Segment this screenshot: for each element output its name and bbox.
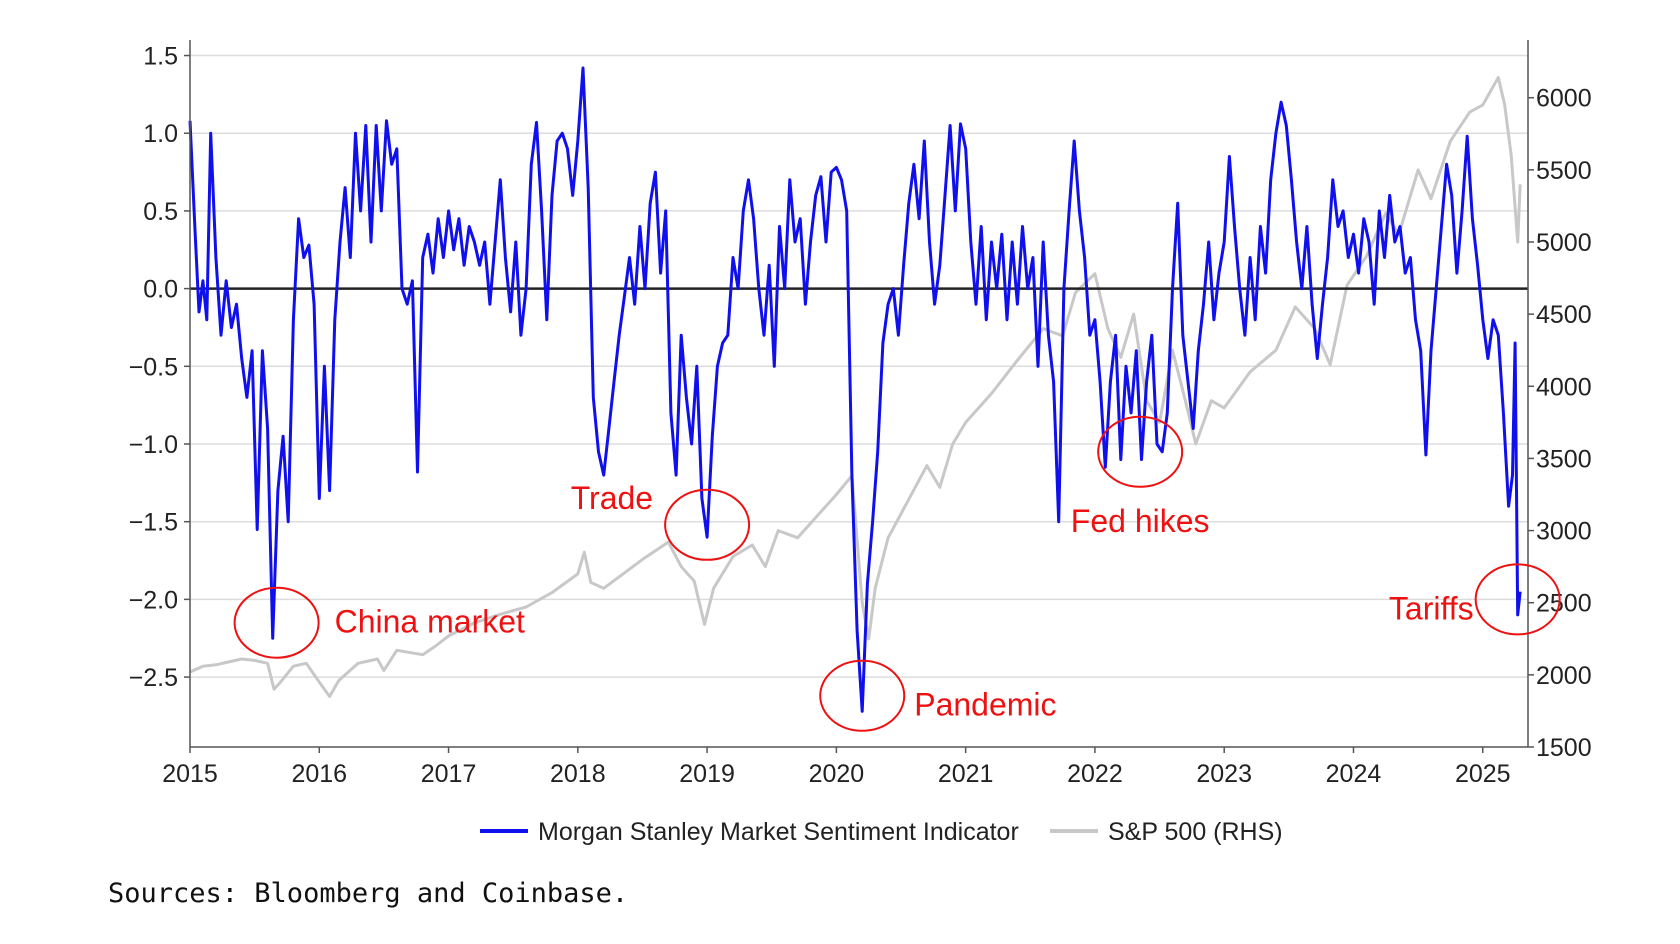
annotations: China market Trade Pandemic Fed hikes Tariff… xyxy=(233,415,1561,732)
y-left-tick-label: −0.5 xyxy=(129,353,178,381)
y-right-tick-label: 6000 xyxy=(1536,85,1592,113)
y-left-tick-label: −2.5 xyxy=(129,664,178,692)
y-right-tick-label: 2500 xyxy=(1536,590,1592,618)
annotation-circle xyxy=(233,586,320,659)
y-right-tick-label: 4500 xyxy=(1536,301,1592,329)
legend-label-sp500: S&P 500 (RHS) xyxy=(1108,818,1283,846)
y-right-tick-label: 4000 xyxy=(1536,373,1592,401)
annotation-circle xyxy=(1097,415,1184,488)
y-right-tick-label: 5500 xyxy=(1536,157,1592,185)
annotation-label: Pandemic xyxy=(914,687,1056,723)
y-right-tick-label: 3000 xyxy=(1536,518,1592,546)
annotation-label: Trade xyxy=(571,480,653,516)
y-axis-right-ticks: 6000 5500 5000 4500 4000 3500 3000 2500 2000 1500 xyxy=(1528,85,1592,762)
x-tick-label: 2017 xyxy=(421,760,477,788)
y-right-tick-label: 3500 xyxy=(1536,445,1592,473)
x-tick-label: 2020 xyxy=(809,760,865,788)
y-left-tick-label: 1.5 xyxy=(143,43,178,71)
y-left-tick-label: 1.0 xyxy=(143,120,178,148)
x-tick-label: 2016 xyxy=(291,760,347,788)
x-tick-label: 2015 xyxy=(162,760,218,788)
source-note: Sources: Bloomberg and Coinbase. xyxy=(108,878,629,909)
x-tick-label: 2019 xyxy=(679,760,735,788)
x-tick-label: 2023 xyxy=(1196,760,1252,788)
annotation-label: China market xyxy=(335,604,525,640)
x-tick-label: 2025 xyxy=(1455,760,1511,788)
y-left-tick-label: 0.0 xyxy=(143,276,178,304)
y-left-tick-label: 0.5 xyxy=(143,198,178,226)
axes xyxy=(189,40,1529,748)
annotation-circle xyxy=(819,659,906,732)
y-left-tick-label: −1.0 xyxy=(129,431,178,459)
y-right-tick-label: 1500 xyxy=(1536,734,1592,762)
sentiment-series xyxy=(188,66,1522,713)
y-left-tick-label: −1.5 xyxy=(129,509,178,537)
annotation-circle xyxy=(1474,563,1561,636)
x-tick-label: 2018 xyxy=(550,760,606,788)
sp500-series xyxy=(189,76,1522,698)
y-axis-left-ticks: 1.5 1.0 0.5 0.0 −0.5 −1.0 −1.5 −2.0 −2.5 xyxy=(129,43,190,692)
legend: Morgan Stanley Market Sentiment Indicato… xyxy=(480,818,1283,846)
x-axis-ticks: 2015 2016 2017 2018 2019 2020 2021 2022 2023 2024… xyxy=(162,747,1511,788)
annotation-label: Tariffs xyxy=(1389,590,1474,626)
annotation-circle xyxy=(664,488,751,561)
y-right-tick-label: 2000 xyxy=(1536,662,1592,690)
x-tick-label: 2024 xyxy=(1326,760,1382,788)
x-tick-label: 2022 xyxy=(1067,760,1123,788)
sentiment-line xyxy=(188,66,1522,713)
legend-label-sentiment: Morgan Stanley Market Sentiment Indicato… xyxy=(538,818,1019,846)
x-tick-label: 2021 xyxy=(938,760,994,788)
y-left-tick-label: −2.0 xyxy=(129,586,178,614)
sp500-line xyxy=(189,76,1522,698)
y-right-tick-label: 5000 xyxy=(1536,229,1592,257)
annotation-label: Fed hikes xyxy=(1071,503,1210,539)
